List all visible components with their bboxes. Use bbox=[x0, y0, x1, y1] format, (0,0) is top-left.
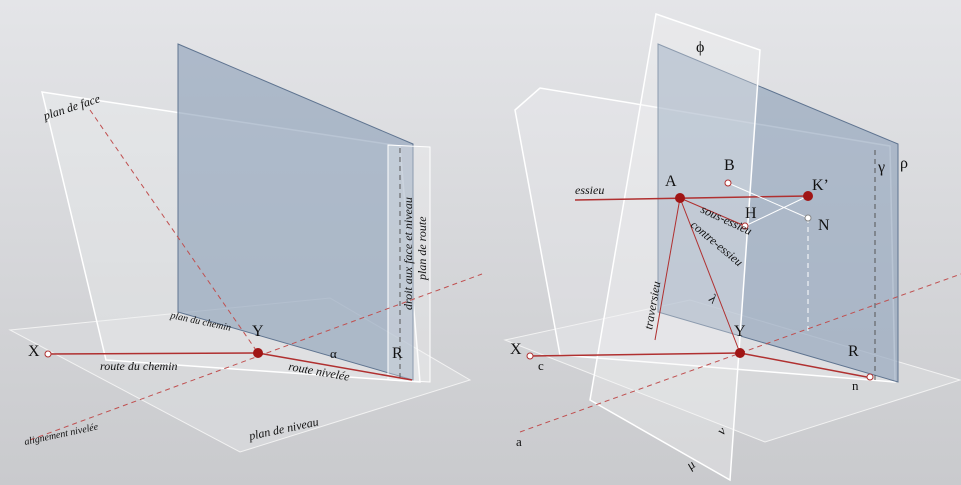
label: N bbox=[818, 217, 830, 234]
point bbox=[804, 214, 812, 222]
point bbox=[44, 350, 52, 358]
label: essieu bbox=[575, 183, 604, 197]
label: c bbox=[538, 358, 544, 373]
label: plan de route bbox=[415, 216, 429, 281]
label: Y bbox=[734, 323, 746, 340]
point bbox=[803, 191, 813, 201]
label: A bbox=[665, 173, 677, 190]
label: droit aux face et niveau bbox=[401, 197, 415, 310]
blue-plane bbox=[177, 43, 414, 381]
red-line bbox=[574, 195, 809, 201]
red-line bbox=[257, 352, 413, 381]
mu-plane bbox=[589, 13, 761, 482]
red-line bbox=[47, 352, 259, 355]
white-line bbox=[727, 182, 809, 219]
red-line bbox=[739, 352, 873, 379]
label: Y bbox=[252, 323, 264, 340]
label: α bbox=[330, 346, 337, 361]
point bbox=[866, 373, 874, 381]
red-line bbox=[679, 197, 741, 354]
red-line bbox=[654, 197, 681, 341]
level-plane bbox=[503, 299, 961, 443]
point bbox=[526, 352, 534, 360]
label: a bbox=[516, 434, 522, 449]
label: R bbox=[392, 345, 403, 362]
label: γ bbox=[877, 159, 885, 176]
label: H bbox=[745, 205, 757, 222]
red-line bbox=[529, 352, 741, 357]
label: X bbox=[510, 341, 522, 358]
white-line bbox=[744, 195, 809, 227]
label: ϕ bbox=[696, 39, 704, 56]
label: K’ bbox=[812, 177, 829, 194]
label: route du chemin bbox=[100, 359, 178, 373]
label: B bbox=[724, 157, 735, 174]
label: X bbox=[28, 343, 40, 360]
left-panel: plan de face droit aux face et niveau pl… bbox=[8, 43, 483, 453]
route-plane bbox=[387, 144, 431, 383]
right-panel: ϕ γ ρ essieu A B K’ H N sous-essieu cont… bbox=[503, 13, 961, 482]
point bbox=[741, 222, 749, 230]
point bbox=[724, 179, 732, 187]
label: ρ bbox=[900, 155, 908, 172]
point bbox=[675, 193, 685, 203]
point bbox=[253, 348, 263, 358]
dashed-line bbox=[89, 109, 259, 354]
label: n bbox=[852, 378, 859, 393]
red-line bbox=[679, 197, 746, 227]
point bbox=[735, 348, 745, 358]
label: R bbox=[848, 343, 859, 360]
